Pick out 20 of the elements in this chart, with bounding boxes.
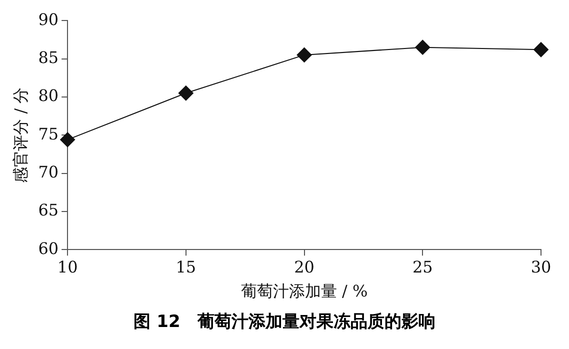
x-tick-label: 10 [57, 257, 78, 276]
caption: 图 12 葡萄汁添加量对果冻品质的影响 [132, 311, 436, 333]
y-tick-label: 65 [38, 200, 59, 220]
y-tick-label: 70 [38, 162, 59, 182]
point [178, 86, 194, 101]
y-tick-label: 85 [38, 48, 59, 67]
point [415, 40, 430, 55]
y-axis-title: 感官评分 / 分 [10, 87, 30, 183]
y-tick-label: 60 [38, 238, 59, 258]
x-tick-label: 25 [412, 257, 433, 276]
point [296, 47, 312, 62]
point [534, 42, 548, 58]
y-tick-label: 75 [38, 124, 59, 144]
y-tick-label: 90 [38, 10, 59, 29]
x-axis-title: 葡萄汁添加量 / % [240, 282, 368, 301]
x-tick-label: 15 [176, 257, 196, 276]
x-tick-label: 20 [294, 257, 314, 276]
y-tick-label: 80 [38, 86, 59, 106]
point [60, 132, 76, 148]
x-tick-label: 30 [530, 257, 552, 276]
